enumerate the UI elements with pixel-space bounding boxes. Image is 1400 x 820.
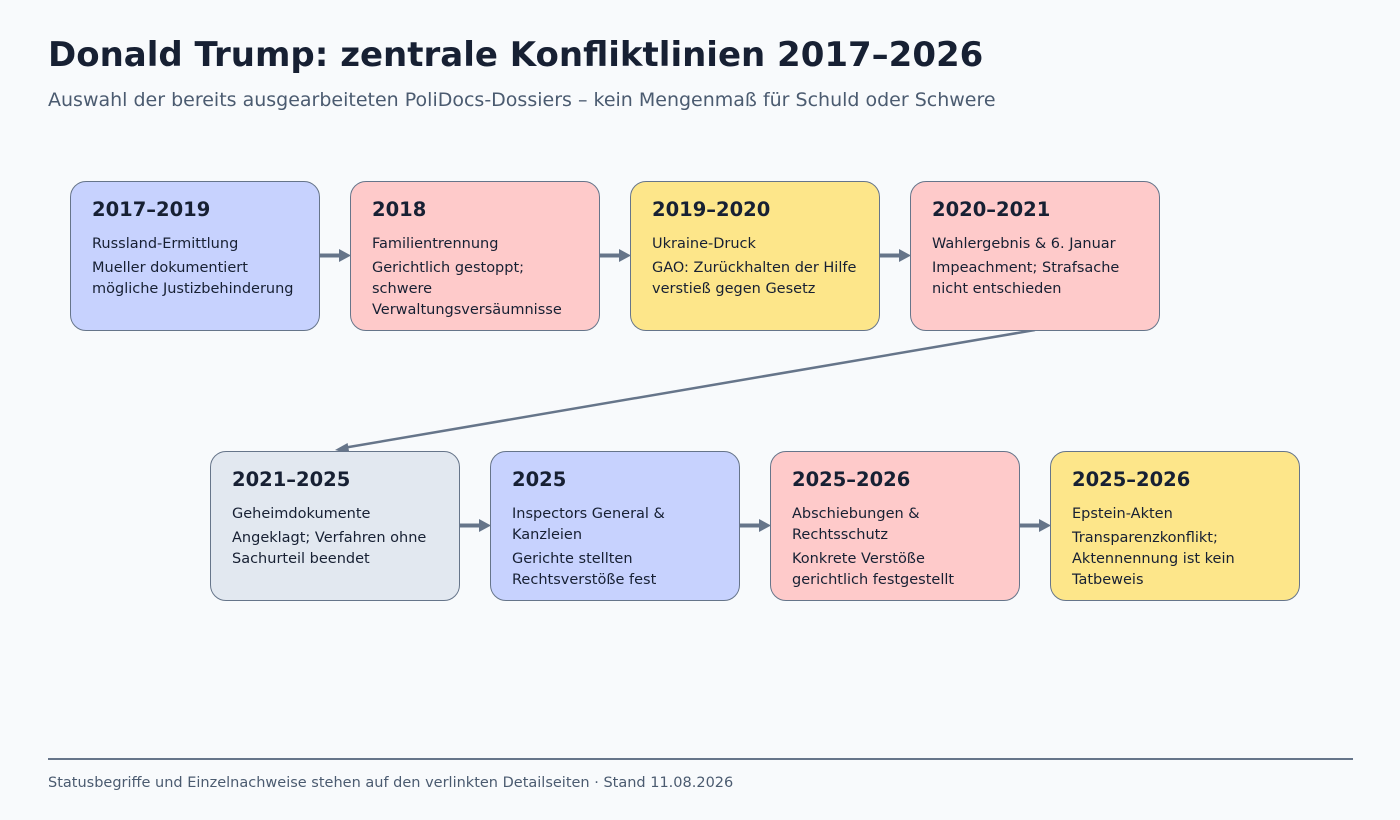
- timeline-card-familientrennung[interactable]: 2018 Familientrennung Gerichtlich gestop…: [350, 180, 600, 331]
- footer-divider: [48, 758, 1353, 760]
- card-note: Konkrete Verstöße gerichtlich festgestel…: [792, 550, 955, 588]
- footer-note: Statusbegriffe und Einzelnachweise stehe…: [48, 775, 734, 791]
- connector-arrow-3: [880, 249, 911, 262]
- card-topic: Inspectors General & Kanzleien: [512, 505, 665, 543]
- card-period: 2017–2019: [92, 197, 211, 221]
- connector-arrow-row-wrap: [335, 328, 1036, 454]
- card-topic: Familientrennung: [372, 235, 499, 252]
- timeline-card-epstein[interactable]: 2025–2026 Epstein-Akten Transparenzkonfl…: [1050, 450, 1300, 601]
- card-note: Gerichtlich gestoppt; schwere Verwaltung…: [372, 259, 562, 318]
- connector-arrow-5: [460, 519, 491, 532]
- timeline-card-russland[interactable]: 2017–2019 Russland-Ermittlung Mueller do…: [70, 180, 320, 331]
- card-period: 2018: [372, 197, 427, 221]
- card-period: 2025–2026: [792, 467, 911, 491]
- card-topic: Russland-Ermittlung: [92, 235, 239, 252]
- timeline-card-ukraine[interactable]: 2019–2020 Ukraine-Druck GAO: Zurückhalte…: [630, 180, 880, 331]
- card-period: 2021–2025: [232, 467, 351, 491]
- connector-arrow-7: [1020, 519, 1051, 532]
- card-period: 2025: [512, 467, 567, 491]
- page-title: Donald Trump: zentrale Konfliktlinien 20…: [48, 35, 984, 75]
- timeline-card-geheimdokumente[interactable]: 2021–2025 Geheimdokumente Angeklagt; Ver…: [210, 450, 460, 601]
- card-topic: Ukraine-Druck: [652, 235, 756, 252]
- card-topic: Wahlergebnis & 6. Januar: [932, 235, 1116, 252]
- card-period: 2025–2026: [1072, 467, 1191, 491]
- card-note: GAO: Zurückhalten der Hilfe verstieß geg…: [652, 259, 857, 297]
- card-note: Transparenzkonflikt; Aktennennung ist ke…: [1072, 529, 1235, 588]
- timeline-card-inspectors-general[interactable]: 2025 Inspectors General & Kanzleien Geri…: [490, 450, 740, 601]
- connector-arrow-1: [320, 249, 351, 262]
- card-note: Angeklagt; Verfahren ohne Sachurteil bee…: [232, 529, 427, 567]
- connector-arrow-2: [600, 249, 631, 262]
- card-period: 2019–2020: [652, 197, 771, 221]
- card-note: Gerichte stellten Rechtsverstöße fest: [512, 550, 657, 588]
- timeline-card-wahlergebnis[interactable]: 2020–2021 Wahlergebnis & 6. Januar Impea…: [910, 180, 1160, 331]
- card-topic: Epstein-Akten: [1072, 505, 1173, 522]
- card-topic: Abschiebungen & Rechtsschutz: [792, 505, 920, 543]
- card-note: Impeachment; Strafsache nicht entschiede…: [932, 259, 1120, 297]
- card-note: Mueller dokumentiert mögliche Justizbehi…: [92, 259, 294, 297]
- card-period: 2020–2021: [932, 197, 1051, 221]
- connector-arrow-6: [740, 519, 771, 532]
- timeline-card-abschiebungen[interactable]: 2025–2026 Abschiebungen & Rechtsschutz K…: [770, 450, 1020, 601]
- page-subtitle: Auswahl der bereits ausgearbeiteten Poli…: [48, 89, 996, 111]
- card-topic: Geheimdokumente: [232, 505, 371, 522]
